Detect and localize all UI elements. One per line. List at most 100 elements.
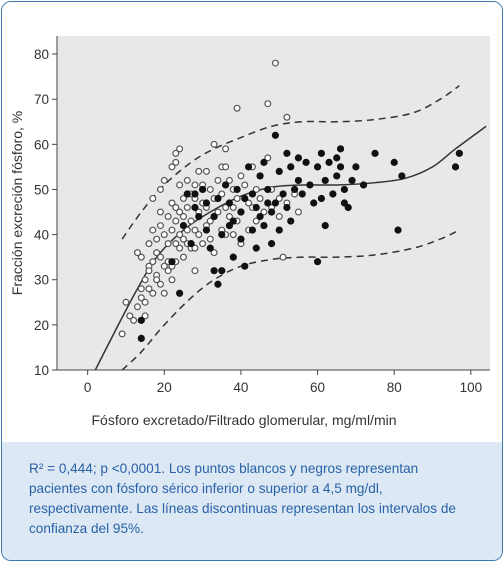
point-low-phosphorus [187, 217, 195, 225]
point-high-phosphorus [279, 190, 287, 198]
scatter-chart: 10 20 30 40 50 60 70 80 0 20 40 60 80 100 Fósforo exc… [9, 36, 490, 428]
y-tick-label: 30 [34, 273, 49, 288]
point-low-phosphorus [172, 240, 180, 248]
point-low-phosphorus [294, 208, 302, 216]
point-high-phosphorus [313, 258, 322, 266]
point-high-phosphorus [348, 176, 356, 185]
point-low-phosphorus [145, 285, 153, 293]
point-high-phosphorus [290, 185, 299, 194]
x-tick-label: 40 [233, 380, 248, 395]
y-axis-title: Fracción excreción fósforo, % [9, 111, 25, 295]
point-low-phosphorus [118, 330, 126, 338]
point-high-phosphorus [241, 194, 249, 203]
point-high-phosphorus [344, 203, 352, 212]
point-low-phosphorus [130, 316, 138, 324]
point-low-phosphorus [229, 204, 237, 212]
y-tick-label: 20 [34, 318, 49, 333]
point-high-phosphorus [191, 203, 199, 212]
point-low-phosphorus [218, 190, 226, 198]
point-high-phosphorus [298, 190, 306, 198]
point-high-phosphorus [210, 212, 218, 221]
point-high-phosphorus [310, 199, 318, 207]
point-low-phosphorus [156, 222, 164, 230]
point-high-phosphorus [313, 163, 322, 171]
point-low-phosphorus [168, 163, 176, 171]
point-low-phosphorus [153, 235, 161, 243]
point-low-phosphorus [145, 240, 153, 248]
point-high-phosphorus [260, 158, 268, 166]
point-high-phosphorus [271, 199, 280, 207]
point-low-phosphorus [160, 289, 168, 297]
x-tick-label: 20 [157, 380, 172, 395]
point-low-phosphorus [195, 231, 203, 239]
point-low-phosphorus [164, 213, 172, 221]
point-low-phosphorus [245, 199, 253, 207]
point-high-phosphorus [206, 244, 214, 252]
point-high-phosphorus [210, 267, 218, 275]
point-high-phosphorus [244, 163, 253, 171]
point-low-phosphorus [241, 181, 249, 189]
point-low-phosphorus [275, 194, 283, 202]
point-high-phosphorus [137, 316, 145, 324]
point-high-phosphorus [252, 203, 260, 212]
point-high-phosphorus [214, 280, 222, 288]
point-low-phosphorus [156, 280, 164, 288]
point-high-phosphorus [283, 203, 291, 212]
point-high-phosphorus [191, 190, 199, 198]
point-low-phosphorus [252, 185, 260, 193]
point-low-phosphorus [145, 267, 153, 275]
point-low-phosphorus [191, 267, 199, 275]
x-tick-label: 80 [387, 380, 402, 395]
point-low-phosphorus [137, 253, 145, 261]
point-high-phosphorus [202, 199, 211, 207]
point-high-phosphorus [455, 149, 463, 157]
point-high-phosphorus [287, 217, 295, 225]
point-high-phosphorus [214, 194, 222, 203]
point-high-phosphorus [237, 235, 245, 243]
point-low-phosphorus [279, 253, 287, 261]
point-high-phosphorus [248, 226, 257, 234]
point-low-phosphorus [176, 181, 184, 189]
point-low-phosphorus [172, 158, 180, 166]
point-low-phosphorus [264, 154, 272, 162]
point-high-phosphorus [202, 226, 211, 234]
data-points [118, 59, 463, 343]
point-low-phosphorus [283, 113, 291, 121]
point-low-phosphorus [176, 231, 184, 239]
point-high-phosphorus [352, 163, 360, 171]
point-high-phosphorus [264, 199, 272, 207]
point-high-phosphorus [394, 226, 402, 234]
point-low-phosphorus [210, 249, 218, 257]
point-low-phosphorus [137, 285, 145, 293]
point-low-phosphorus [141, 276, 149, 284]
point-low-phosphorus [149, 226, 157, 234]
point-low-phosphorus [222, 145, 230, 153]
point-high-phosphorus [325, 158, 333, 166]
point-low-phosphorus [149, 258, 157, 266]
point-high-phosphorus [195, 212, 203, 221]
point-high-phosphorus [225, 221, 234, 230]
point-low-phosphorus [179, 194, 187, 202]
point-low-phosphorus [168, 199, 176, 207]
point-low-phosphorus [164, 240, 172, 248]
point-low-phosphorus [172, 204, 180, 212]
point-high-phosphorus [321, 221, 329, 230]
point-low-phosphorus [156, 208, 164, 216]
point-low-phosphorus [183, 176, 191, 184]
point-high-phosphorus [218, 267, 226, 275]
point-high-phosphorus [199, 185, 207, 194]
point-high-phosphorus [321, 176, 329, 185]
x-axis-title: Fósforo excretado/Filtrado glomerular, m… [92, 412, 397, 428]
point-low-phosphorus [176, 208, 184, 216]
point-low-phosphorus [225, 176, 233, 184]
point-low-phosphorus [149, 194, 157, 202]
point-high-phosphorus [267, 240, 276, 248]
point-high-phosphorus [256, 172, 264, 180]
point-high-phosphorus [256, 212, 264, 221]
point-high-phosphorus [275, 226, 283, 234]
point-low-phosphorus [183, 226, 191, 234]
x-tick-label: 60 [310, 380, 325, 395]
point-low-phosphorus [225, 213, 233, 221]
point-high-phosphorus [225, 199, 234, 207]
x-tick-label: 100 [460, 380, 483, 395]
